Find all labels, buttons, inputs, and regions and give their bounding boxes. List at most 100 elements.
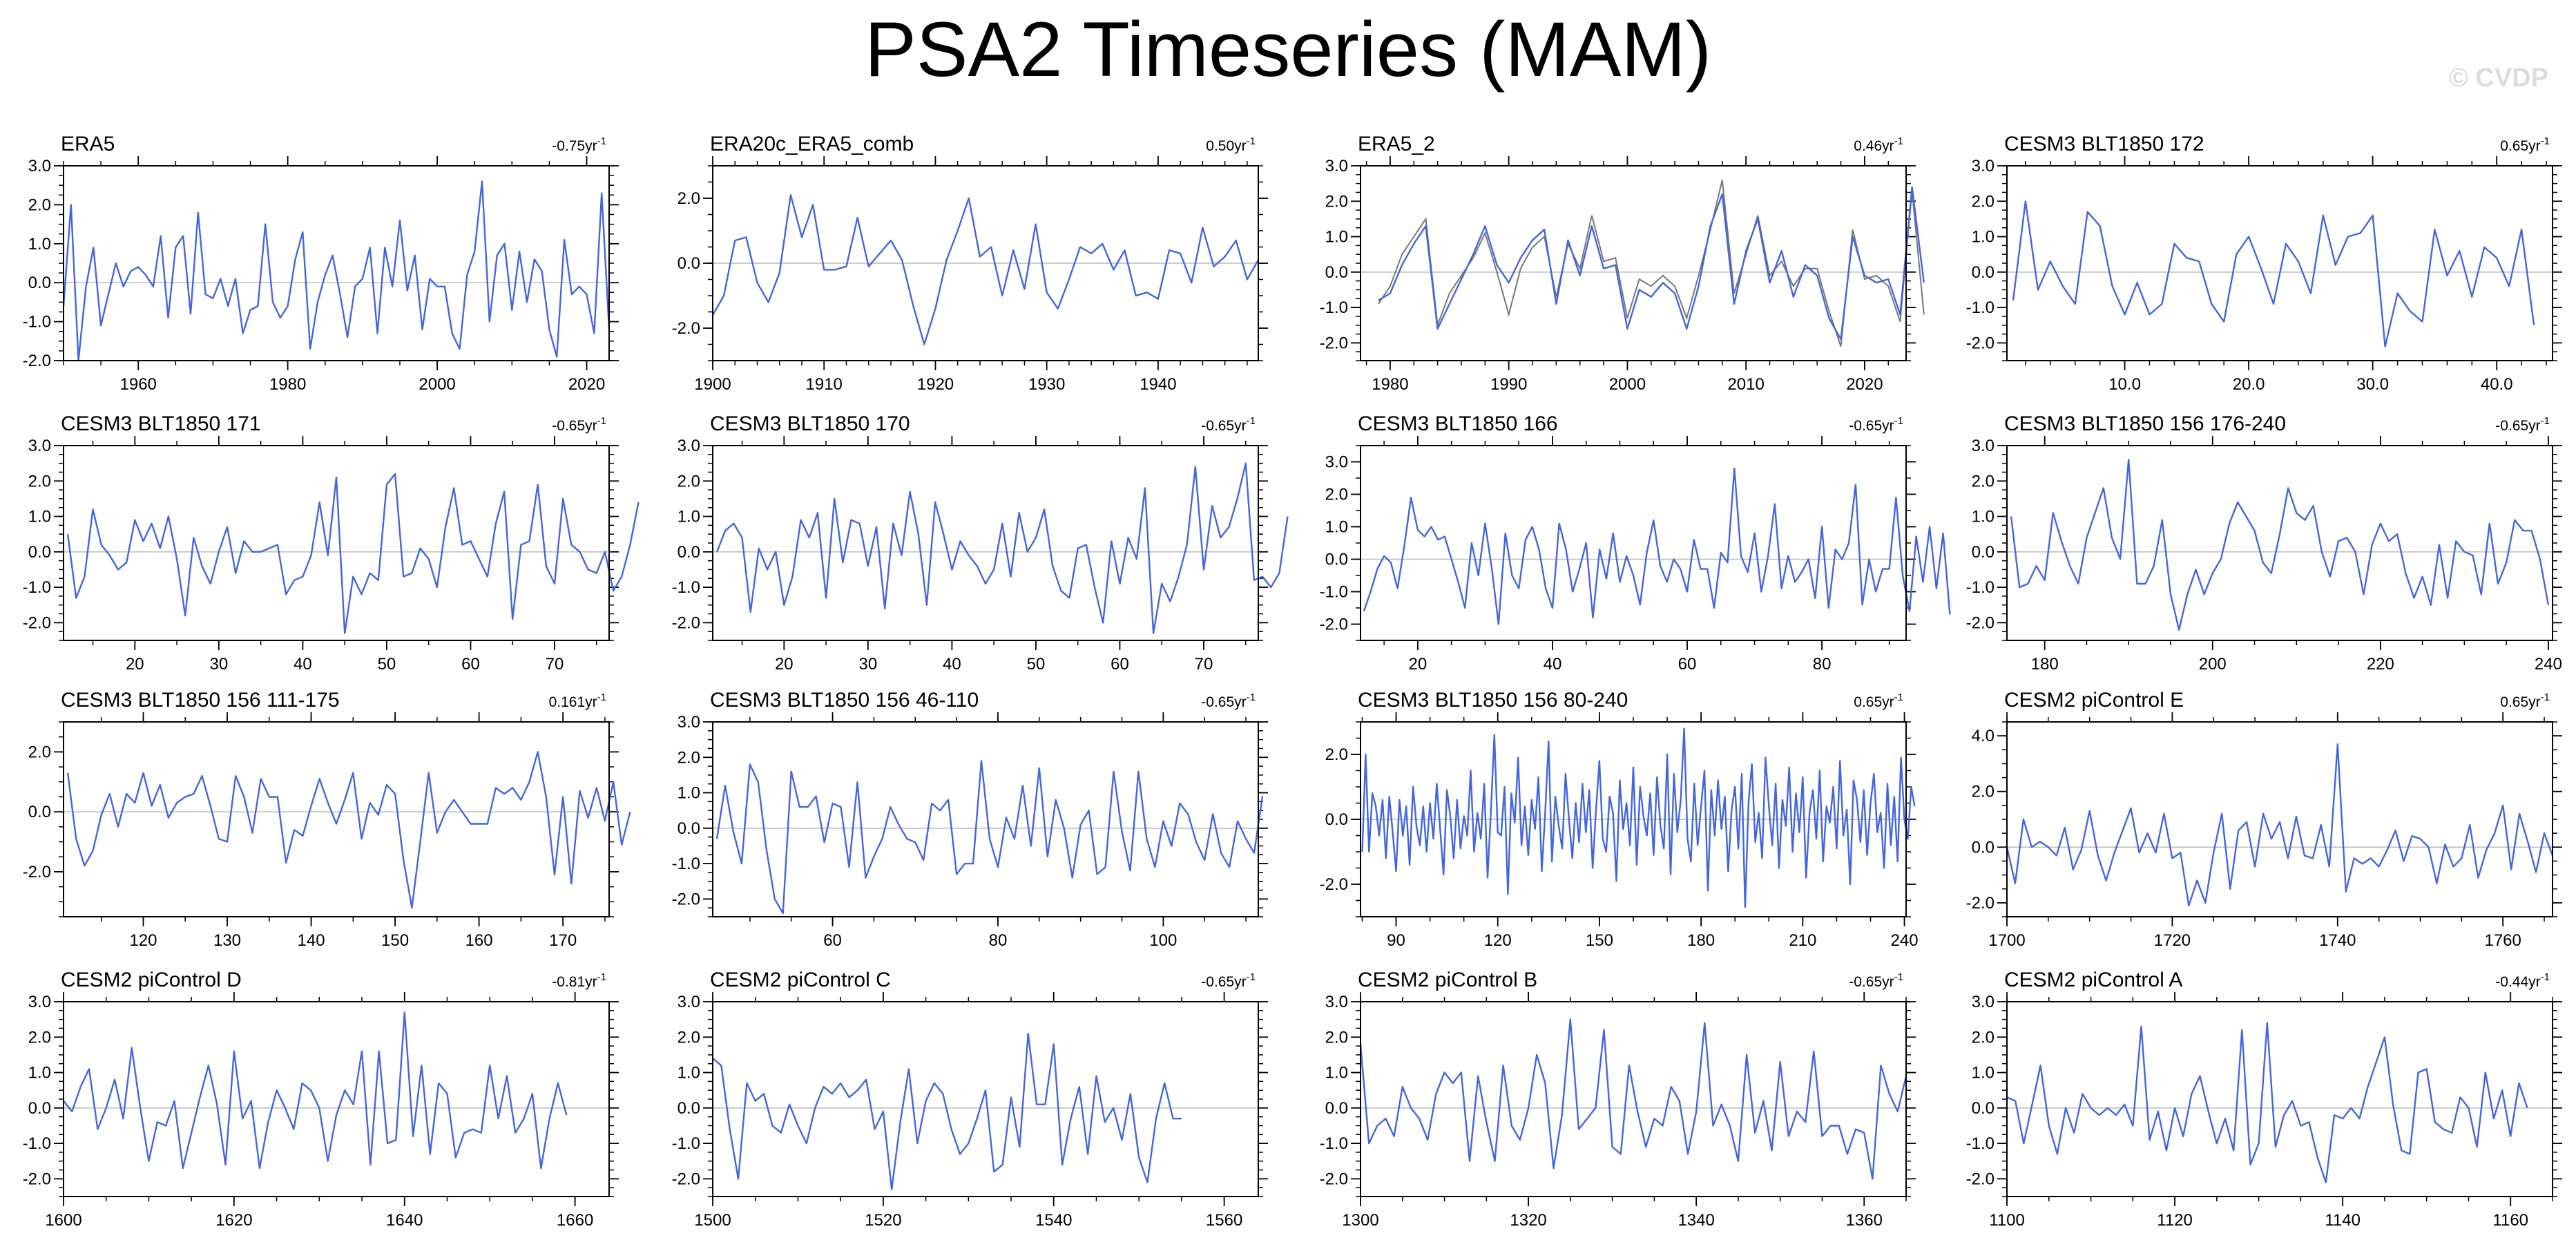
trend-label: -0.65yr-1 [2495, 415, 2550, 434]
y-tick-label: 2.0 [1972, 783, 1995, 801]
y-tick-label: 1.0 [1325, 1064, 1348, 1083]
x-tick-label: 40 [943, 655, 961, 674]
x-tick-label: 1940 [1140, 375, 1176, 394]
y-tick-label: 1.0 [1972, 508, 1995, 526]
trend-label: -0.65yr-1 [1201, 971, 1256, 990]
x-tick-label: 1980 [269, 375, 306, 394]
trend-label: -0.65yr-1 [1849, 971, 1903, 990]
trend-label: 0.161yr-1 [549, 692, 606, 710]
y-tick-label: -1.0 [23, 313, 51, 332]
y-tick-label: 3.0 [1325, 993, 1348, 1011]
trend-label: 0.65yr-1 [2500, 135, 2550, 154]
y-tick-label: 1.0 [28, 1064, 51, 1083]
y-tick-label: 1.0 [1972, 228, 1995, 247]
y-tick-label: 2.0 [677, 748, 700, 767]
y-tick-label: -1.0 [672, 578, 700, 597]
x-tick-label: 90 [1387, 931, 1405, 950]
y-tick-label: -1.0 [1320, 583, 1348, 602]
plot-frame [2006, 445, 2553, 641]
x-tick-label: 60 [1111, 655, 1129, 674]
x-tick-label: 1760 [2484, 931, 2521, 950]
y-tick-label: -1.0 [1966, 298, 1995, 317]
y-tick-label: 0.0 [1972, 543, 1995, 562]
panel-7: CESM3 BLT1850 156 176-240 -0.65yr-1 180 200… [1966, 412, 2562, 674]
y-tick-label: 3.0 [1972, 993, 1995, 1011]
plot-frame [712, 721, 1259, 917]
panel-3: CESM3 BLT1850 172 0.65yr-1 10.0 20.0 30.0 40.… [1966, 133, 2562, 394]
y-tick-label: -2.0 [1320, 1170, 1348, 1188]
series-line [66, 473, 640, 634]
x-tick-label: 2000 [1609, 375, 1646, 394]
y-tick-label: 0.0 [28, 543, 51, 562]
x-tick-label: 1920 [917, 375, 954, 394]
x-tick-label: 10.0 [2108, 375, 2141, 394]
series-line [1359, 1018, 1907, 1180]
y-tick-label: 1.0 [1972, 1064, 1995, 1083]
x-tick-label: 240 [2535, 655, 2562, 674]
y-tick-label: -1.0 [23, 1134, 51, 1153]
x-tick-label: 70 [546, 655, 564, 674]
panel-title: ERA20c_ERA5_comb [710, 133, 914, 155]
x-tick-label: 1930 [1028, 375, 1065, 394]
panel-title: ERA5_2 [1358, 133, 1435, 155]
x-tick-label: 20.0 [2233, 375, 2265, 394]
x-tick-label: 240 [1891, 931, 1919, 950]
y-tick-label: 1.0 [677, 1064, 700, 1083]
x-tick-label: 1360 [1846, 1211, 1883, 1230]
y-tick-label: 0.0 [28, 274, 51, 292]
y-tick-label: 3.0 [1972, 157, 1995, 175]
x-tick-label: 200 [2199, 655, 2227, 674]
plot-frame [2006, 721, 2553, 917]
y-tick-label: 0.0 [28, 803, 51, 821]
x-tick-label: 1520 [865, 1211, 901, 1230]
panel-9: CESM3 BLT1850 156 46-110 -0.65yr-1 60 80 100… [672, 689, 1268, 950]
y-tick-label: 1.0 [28, 235, 51, 254]
y-tick-label: 2.0 [28, 743, 51, 761]
plot-frame [63, 721, 610, 917]
y-tick-label: -2.0 [1320, 875, 1348, 894]
x-tick-label: 1160 [2492, 1211, 2528, 1230]
y-tick-label: -1.0 [672, 855, 700, 873]
series-line [1378, 186, 1925, 341]
series-line [2012, 200, 2535, 347]
y-tick-label: -1.0 [1966, 578, 1995, 597]
y-tick-label: -1.0 [1320, 298, 1348, 317]
panel-15: CESM2 piControl A -0.44yr-1 1100 1120 1140 11… [1966, 969, 2562, 1230]
x-tick-label: 20 [775, 655, 794, 674]
main-title: PSA2 Timeseries (MAM) [865, 6, 1711, 93]
x-tick-label: 1540 [1035, 1211, 1072, 1230]
panel-title: CESM3 BLT1850 171 [61, 412, 261, 435]
series-line [1363, 467, 1951, 625]
series-line [2010, 459, 2550, 631]
x-tick-label: 150 [381, 931, 409, 950]
x-tick-label: 2020 [1846, 375, 1883, 394]
x-tick-label: 1910 [806, 375, 843, 394]
plot-frame [712, 1001, 1259, 1197]
y-tick-label: 3.0 [28, 993, 51, 1011]
y-tick-label: -2.0 [672, 319, 700, 338]
y-tick-label: 3.0 [28, 157, 51, 175]
series-line [2006, 743, 2554, 907]
panel-title: CESM2 piControl C [710, 969, 891, 991]
x-tick-label: 30 [858, 655, 877, 674]
y-tick-label: 2.0 [1325, 192, 1348, 211]
y-tick-label: 0.0 [677, 254, 700, 273]
plot-frame [712, 445, 1259, 641]
y-tick-label: -2.0 [23, 613, 51, 632]
panel-title: ERA5 [61, 133, 115, 155]
y-tick-label: 1.0 [677, 508, 700, 526]
x-tick-label: 1560 [1206, 1211, 1242, 1230]
x-tick-label: 2020 [568, 375, 605, 394]
x-tick-label: 60 [461, 655, 480, 674]
y-tick-label: 2.0 [28, 1028, 51, 1047]
series-line [711, 194, 1260, 345]
series-line [715, 760, 1264, 915]
x-tick-label: 170 [549, 931, 577, 950]
y-tick-label: 1.0 [677, 784, 700, 803]
y-tick-label: 2.0 [1325, 745, 1348, 764]
y-tick-label: 0.0 [677, 819, 700, 838]
y-tick-label: 3.0 [677, 437, 700, 455]
x-tick-label: 1640 [386, 1211, 423, 1230]
panel-11: CESM2 piControl E 0.65yr-1 1700 1720 1740 176… [1966, 689, 2562, 950]
